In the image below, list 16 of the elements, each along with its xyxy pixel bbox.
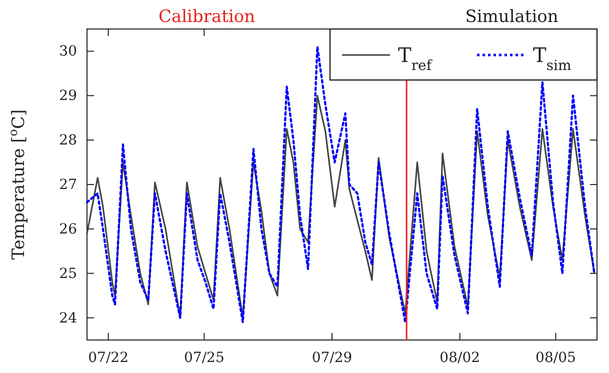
x-tick-label: 08/05 — [536, 350, 576, 366]
text: Calibration — [158, 7, 256, 27]
y-tick-label: 25 — [59, 266, 77, 282]
x-tick-label: 08/02 — [440, 350, 480, 366]
text: Simulation — [465, 7, 558, 27]
legend-label: T$_{ref}$ — [398, 43, 434, 74]
x-tick-label: 07/22 — [88, 350, 128, 366]
y-tick-label: 26 — [59, 221, 78, 238]
y-tick-label: 29 — [59, 88, 77, 104]
y-tick-label: 27 — [59, 176, 77, 193]
y-tick-label: 30 — [59, 44, 77, 60]
y-tick-label: 24 — [59, 310, 78, 326]
legend-label: T$_{sim}$ — [533, 43, 572, 74]
y-tick-label: 28 — [59, 132, 77, 149]
x-tick-label: 07/25 — [184, 350, 224, 366]
x-tick-label: 07/29 — [312, 350, 352, 366]
